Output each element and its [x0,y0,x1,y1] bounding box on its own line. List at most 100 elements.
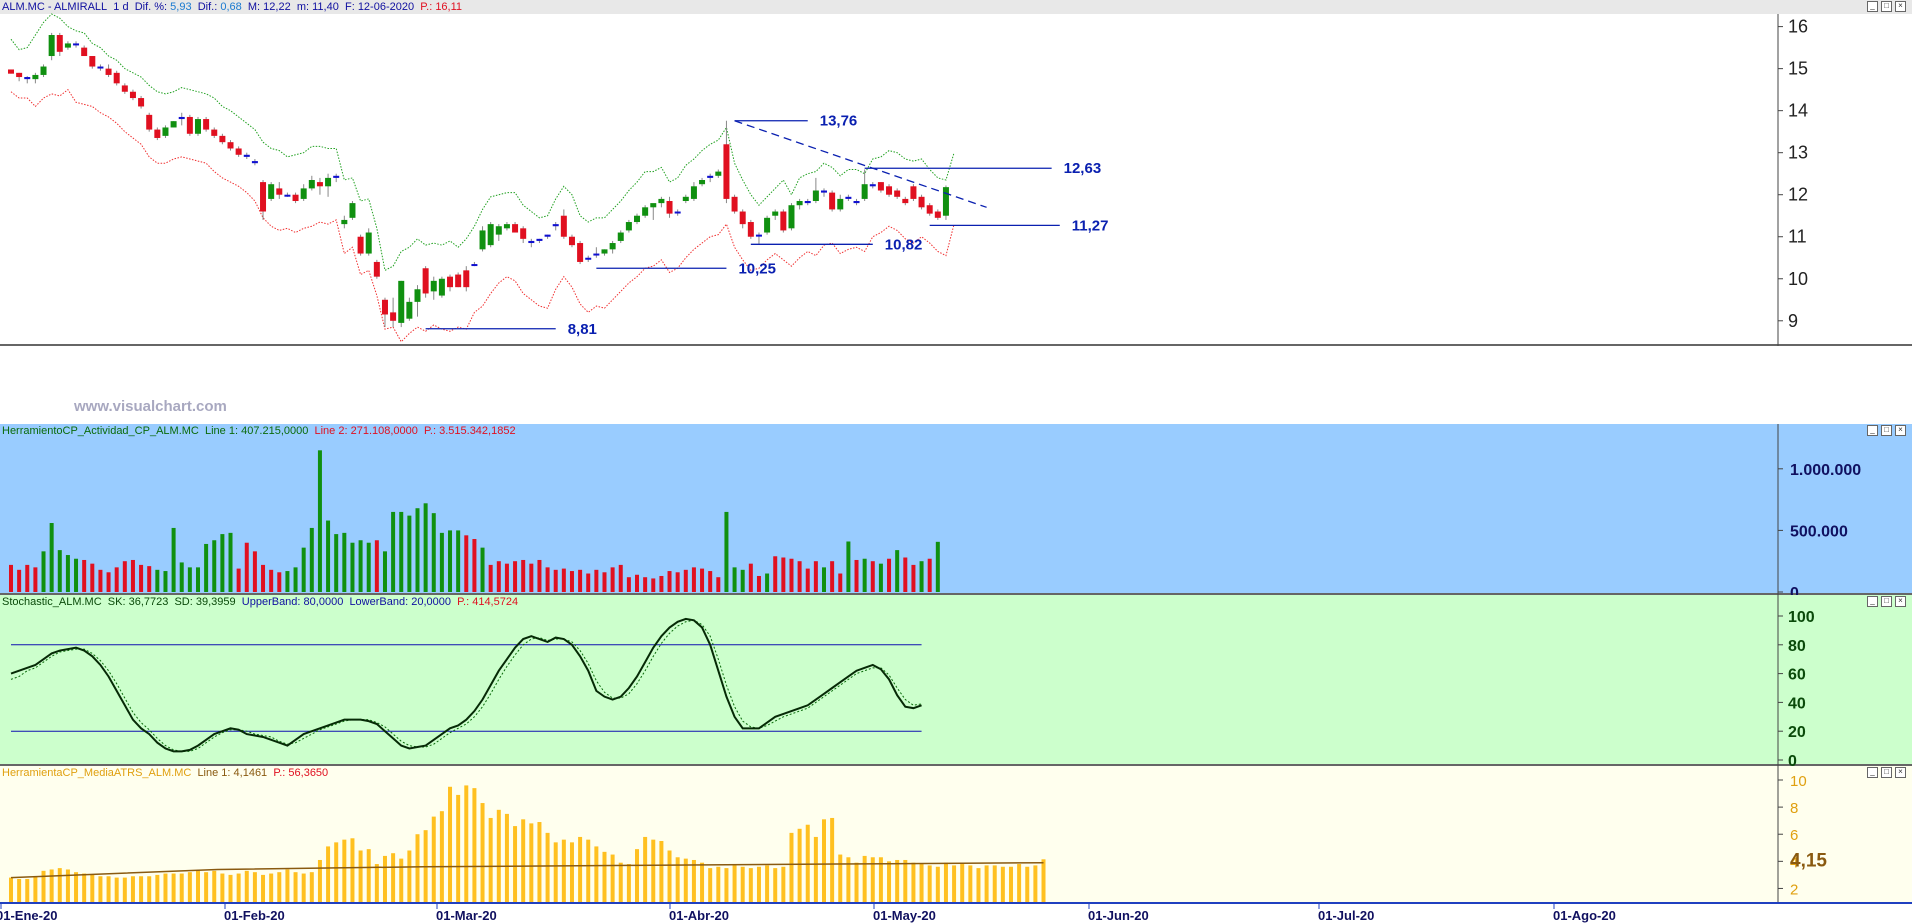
volume-bar [643,577,648,592]
stochastic-window-controls[interactable]: _ □ × [1864,596,1906,607]
volume-bar [765,573,770,592]
atr-bar [1025,866,1030,902]
volume-bar [838,573,843,592]
atr-bar [797,828,802,902]
close-icon[interactable]: × [1895,1,1906,12]
atr-bar [41,870,46,902]
volume-bar [17,569,22,592]
candle-body [625,222,632,231]
candle-body [48,35,55,57]
volume-bar [756,575,761,592]
price-tick-label: 10 [1788,269,1808,289]
atr-bar [220,873,225,902]
candle-body [390,312,397,321]
candle-body [495,226,502,235]
atr-bar [130,876,135,902]
price-window-controls[interactable]: _ □ × [1864,1,1906,12]
atr-tick-label: 2 [1790,881,1798,898]
atr-bar [366,849,371,902]
volume-bar [187,567,192,592]
dif-pct-value: 5,93 [170,1,192,13]
trendline [734,120,987,208]
price-tick-label: 13 [1788,143,1808,163]
atr-bar [301,873,306,902]
candle-body [398,280,405,323]
atr-bar [472,788,477,902]
volume-bar [561,568,566,592]
atr-pane[interactable]: HerramientaCP_MediaATRS_ALM.MC Line 1: 4… [0,766,1912,902]
volume-bar [350,542,355,592]
candle-body [430,280,437,292]
atr-window-controls[interactable]: _ □ × [1864,767,1906,778]
atr-bar [529,823,534,902]
atr-bar [391,853,396,902]
candle-body [690,186,697,199]
candle-body [487,224,494,246]
close-icon[interactable]: × [1895,596,1906,607]
minimize-icon[interactable]: _ [1867,1,1878,12]
stoch-sk-line [10,617,922,753]
atr-chart[interactable]: 2 4 6 8 10 4,15 [0,766,1912,902]
volume-bar [236,568,241,592]
volume-bar [391,511,396,592]
candle-body [682,196,689,202]
volume-chart[interactable]: 0 500.000 1.000.000 [0,424,1912,595]
stochastic-pane[interactable]: Stochastic_ALM.MC SK: 36,7723 SD: 39,395… [0,595,1912,766]
maximize-icon[interactable]: □ [1881,425,1892,436]
close-icon[interactable]: × [1895,425,1906,436]
stoch-tick-label: 0 [1788,753,1797,766]
close-icon[interactable]: × [1895,767,1906,778]
atr-bar [895,859,900,902]
candle-body [8,69,14,74]
stochastic-chart[interactable]: 0 20 40 60 80 100 [0,595,1912,766]
atr-bar [1041,859,1046,902]
volume-bar [130,559,135,592]
volume-bar [228,532,233,592]
price-chart[interactable]: 9 10 11 12 13 14 15 16 13,76 12,63 11,27 10,82 10,25… [0,0,1912,346]
atr-bar [569,842,574,902]
lower-band-line [10,88,955,343]
max-value: 12,22 [263,1,291,13]
atr-bar [724,868,729,902]
atr-bar [789,832,794,902]
stoch-tick-label: 60 [1788,667,1806,684]
minimize-icon[interactable]: _ [1867,425,1878,436]
maximize-icon[interactable]: □ [1881,767,1892,778]
atr-bar [846,857,851,902]
min-label: m: [296,1,310,13]
stoch-name: Stochastic_ALM.MC [2,596,102,608]
atr-bar [90,874,95,902]
atr-bar [326,846,331,902]
volume-window-controls[interactable]: _ □ × [1864,425,1906,436]
atr-bar [187,872,192,902]
candle-body [251,161,258,164]
candle-body [463,270,470,288]
maximize-icon[interactable]: □ [1881,596,1892,607]
volume-bar [480,547,485,592]
volume-bar [407,515,412,592]
stoch-sd-value: 39,3959 [195,596,236,608]
candle-body [723,144,730,199]
candle-body [512,224,519,233]
volume-bar [277,572,282,592]
candle-body [316,182,323,187]
volume-bar [155,569,160,592]
price-pane[interactable]: ALM.MC - ALMIRALL 1 d Dif. %: 5,93 Dif.:… [0,0,1912,346]
volume-bar [822,567,826,592]
atr-bar [643,836,648,902]
minimize-icon[interactable]: _ [1867,596,1878,607]
candle-body [560,215,567,237]
atr-bar [456,794,461,902]
maximize-icon[interactable]: □ [1881,1,1892,12]
minimize-icon[interactable]: _ [1867,767,1878,778]
candle-body [577,243,584,262]
volume-bar [927,558,932,592]
atr-bar [822,819,826,902]
stoch-tick-label: 80 [1788,638,1806,655]
volume-bar [204,543,209,592]
atr-bar [399,858,404,902]
candle-body [707,175,714,178]
candle-body [438,278,445,296]
volume-pane[interactable]: HerramientoCP_Actividad_CP_ALM.MC Line 1… [0,424,1912,595]
atr-bar [293,872,298,902]
